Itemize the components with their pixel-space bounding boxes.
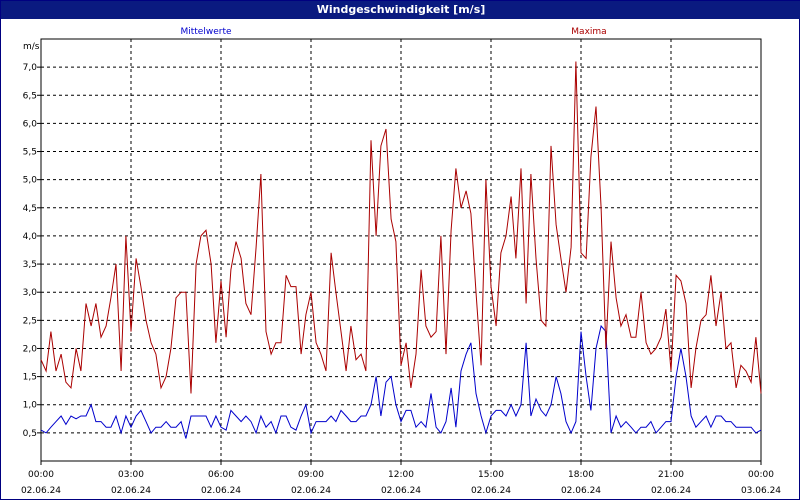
y-tick-label: 1,0: [23, 401, 38, 411]
y-tick-label: 4,0: [23, 232, 38, 242]
series-line-maxima: [40, 61, 762, 394]
x-tick-date-label: 02.06.24: [381, 486, 421, 496]
x-tick-date-label: 02.06.24: [651, 486, 691, 496]
y-tick-label: 2,0: [23, 344, 38, 354]
x-tick-time-label: 21:00: [658, 470, 684, 480]
x-tick-date-label: 02.06.24: [561, 486, 601, 496]
plot-frame: [40, 38, 762, 462]
y-tick-label: 3,0: [23, 288, 38, 298]
x-tick-date-label: 02.06.24: [21, 486, 61, 496]
y-tick-label: 2,5: [23, 316, 37, 326]
x-tick-date-label: 02.06.24: [111, 486, 151, 496]
y-tick-label: 6,0: [23, 119, 38, 129]
y-tick-label: 4,5: [23, 204, 37, 214]
y-tick-label: 5,0: [23, 176, 38, 186]
x-tick-date-label: 02.06.24: [201, 486, 241, 496]
series-lines: [40, 61, 762, 439]
y-tick-label: 1,5: [23, 373, 37, 383]
y-axis-label: m/s: [23, 42, 40, 52]
x-tick-time-label: 00:00: [28, 470, 54, 480]
x-tick-time-label: 03:00: [118, 470, 144, 480]
series-label-maxima: Maxima: [571, 27, 606, 37]
series-line-mittelwerte: [40, 324, 762, 439]
axes: [37, 38, 762, 465]
x-tick-date-label: 02.06.24: [471, 486, 511, 496]
x-tick-date-label: 02.06.24: [291, 486, 331, 496]
y-tick-label: 7,0: [23, 63, 38, 73]
y-tick-label: 6,5: [23, 91, 37, 101]
x-tick-time-label: 18:00: [568, 470, 594, 480]
y-tick-label: 0,5: [23, 429, 37, 439]
window-title: Windgeschwindigkeit [m/s]: [1, 1, 800, 19]
x-tick-date-label: 03.06.24: [741, 486, 781, 496]
x-tick-time-label: 06:00: [208, 470, 234, 480]
tick-labels: 0,5 1,0 1,5 2,0 2,5 3,0 3,5 4,0 4,5 5,0 5,5 6,0 6,5 7…: [21, 63, 781, 496]
x-tick-time-label: 12:00: [388, 470, 414, 480]
grid-lines: [41, 39, 761, 461]
y-tick-label: 3,5: [23, 260, 37, 270]
x-tick-time-label: 09:00: [298, 470, 324, 480]
x-tick-time-label: 15:00: [478, 470, 504, 480]
series-label-mittelwerte: Mittelwerte: [180, 27, 231, 37]
y-tick-label: 5,5: [23, 148, 37, 158]
x-tick-time-label: 00:00: [748, 470, 774, 480]
